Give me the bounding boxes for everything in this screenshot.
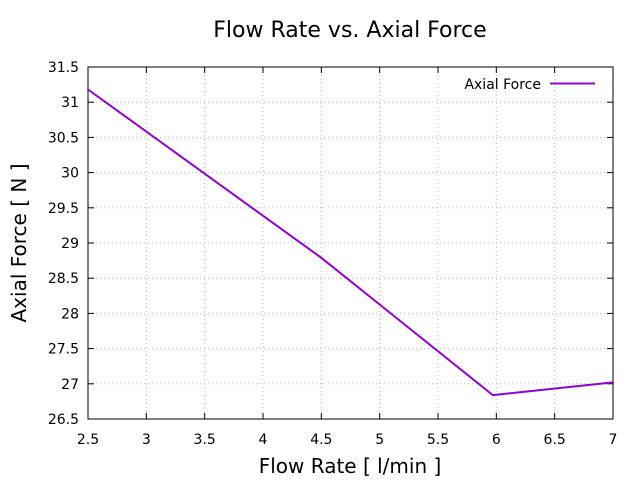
y-tick-label: 29.5 (48, 201, 79, 217)
x-tick-label: 6 (492, 432, 501, 448)
y-axis: 26.5 27 27.5 28 28.5 29 29.5 30 30.5 31 31.5 (48, 60, 613, 428)
y-tick-label: 28.5 (48, 271, 79, 287)
y-tick-label: 31.5 (48, 60, 79, 76)
y-tick-label: 28 (61, 306, 79, 322)
data-point (320, 256, 323, 259)
x-tick-label: 7 (609, 432, 618, 448)
series-line-axial-force (87, 88, 614, 397)
data-point (87, 88, 89, 91)
series-layer (87, 88, 614, 397)
x-tick-label: 5 (375, 432, 384, 448)
x-axis: 2.5 3 3.5 4 4.5 5 5.5 6 6.5 7 (77, 67, 618, 448)
x-tick-label: 4.5 (310, 432, 332, 448)
grid (88, 67, 613, 419)
x-tick-label: 5.5 (427, 432, 449, 448)
plot-area-frame (87, 66, 614, 420)
y-tick-label: 27 (61, 377, 79, 393)
y-tick-label: 29 (61, 236, 79, 252)
data-point (612, 381, 614, 384)
y-tick-label: 30.5 (48, 130, 79, 146)
y-axis-title: Axial Force [ N ] (7, 164, 31, 323)
x-tick-label: 3 (142, 432, 151, 448)
y-tick-label: 27.5 (48, 342, 79, 358)
y-tick-label: 30 (61, 166, 79, 182)
x-tick-label: 2.5 (77, 432, 99, 448)
legend: Axial Force (464, 77, 595, 93)
y-tick-label: 26.5 (48, 412, 79, 428)
data-point (491, 394, 494, 397)
x-tick-label: 4 (259, 432, 268, 448)
x-tick-label: 6.5 (544, 432, 566, 448)
legend-label-axial-force: Axial Force (464, 77, 541, 93)
x-tick-label: 3.5 (194, 432, 216, 448)
y-tick-label: 31 (61, 95, 79, 111)
x-axis-title: Flow Rate [ l/min ] (259, 454, 442, 478)
chart-title: Flow Rate vs. Axial Force (213, 18, 486, 43)
